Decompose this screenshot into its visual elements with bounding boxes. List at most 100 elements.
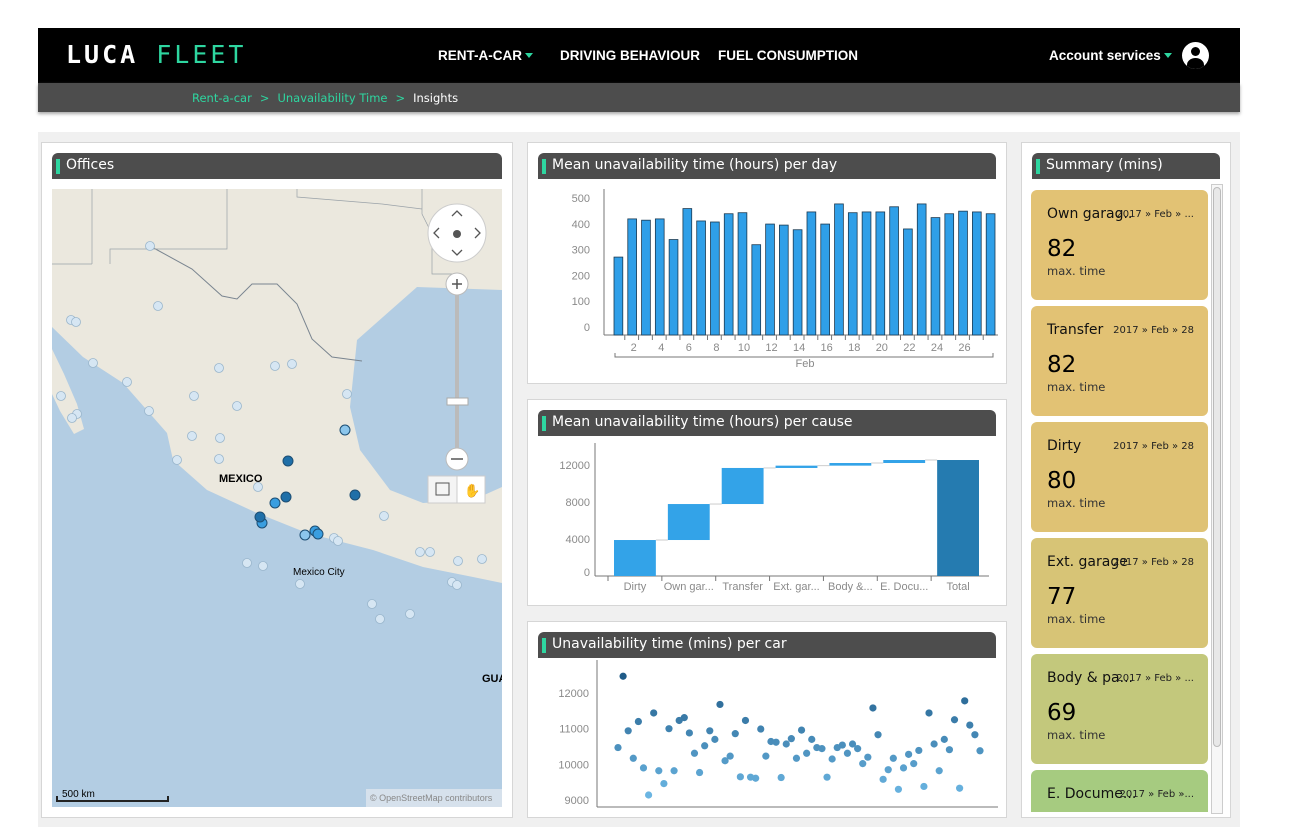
scatter-point: [777, 773, 785, 782]
bar: [889, 206, 899, 336]
office-marker: [312, 528, 324, 540]
offices-map[interactable]: MEXICO Mexico City GUA ✋ 500 km © OpenSt…: [52, 189, 502, 807]
card-metric: max. time: [1047, 264, 1106, 278]
bar: [668, 239, 679, 336]
office-marker: [215, 433, 225, 443]
card-value: 82: [1047, 352, 1077, 378]
scatter-point: [762, 752, 770, 760]
office-marker: [342, 389, 352, 399]
summary-card[interactable]: Dirty 2017 » Feb » 28 80 max. time: [1031, 422, 1208, 532]
scatter-point: [945, 746, 954, 754]
month-bracket: [614, 353, 994, 358]
map-label-mexico-city: Mexico City: [293, 567, 345, 578]
scatter-point: [843, 749, 852, 757]
panel-title: Summary (mins): [1032, 153, 1220, 179]
breadcrumb-rent-a-car[interactable]: Rent-a-car: [192, 91, 252, 105]
office-marker: [453, 556, 463, 566]
y-tick-label: 4000: [566, 534, 590, 546]
scatter-point: [634, 717, 642, 726]
bar: [847, 212, 858, 336]
card-title: Transfer: [1047, 322, 1104, 338]
scatter-point: [899, 764, 908, 772]
scatter-point: [736, 773, 744, 781]
summary-card[interactable]: Transfer 2017 » Feb » 28 82 max. time: [1031, 306, 1208, 416]
office-marker: [425, 547, 435, 557]
bar: [944, 213, 955, 336]
bar: [654, 218, 665, 336]
x-tick-label: 2: [631, 342, 637, 354]
waterfall-bar: [937, 460, 979, 576]
y-tick-label: 11000: [559, 724, 589, 736]
card-title: Own garag..: [1047, 206, 1133, 222]
office-marker: [415, 547, 425, 557]
land-area: [52, 189, 502, 583]
user-avatar-icon[interactable]: [1182, 42, 1209, 69]
office-marker: [405, 609, 415, 619]
summary-scrollbar[interactable]: [1211, 184, 1223, 814]
per-car-scatter-chart: 9000 10000 11000 12000: [558, 660, 998, 808]
scatter-point: [752, 774, 760, 782]
map-canvas[interactable]: MEXICO Mexico City GUA ✋ 500 km © OpenSt…: [52, 189, 502, 807]
map-attribution[interactable]: © OpenStreetMap contributors: [370, 793, 493, 803]
summary-card[interactable]: E. Docume... 2017 » Feb »...: [1031, 770, 1208, 812]
per-car-panel: Unavailability time (mins) per car 9000 1…: [527, 621, 1007, 818]
bar: [751, 244, 762, 336]
office-marker: [253, 482, 263, 492]
account-label: Account services: [1049, 48, 1161, 63]
office-marker: [187, 431, 197, 441]
scrollbar-thumb[interactable]: [1213, 187, 1221, 747]
state-lines: [52, 189, 462, 275]
scatter-point: [874, 731, 882, 739]
scatter-point: [823, 773, 831, 781]
summary-card[interactable]: Ext. garage 2017 » Feb » 28 77 max. time: [1031, 538, 1208, 648]
bar: [627, 218, 637, 336]
x-tick-label: 16: [821, 342, 833, 354]
nav-fuel-consumption[interactable]: FUEL CONSUMPTION: [718, 48, 859, 63]
scatter-point: [920, 782, 928, 791]
nav-rent-a-car[interactable]: RENT-A-CAR: [438, 48, 533, 63]
scatter-point: [716, 700, 724, 709]
nav-driving-behaviour[interactable]: DRIVING BEHAVIOUR: [560, 48, 701, 63]
scatter-point: [864, 753, 872, 761]
x-tick-label: 10: [738, 342, 750, 354]
card-date: 2017 » Feb » 28: [1113, 557, 1194, 568]
map-label-mexico: MEXICO: [219, 473, 263, 485]
bar: [834, 203, 844, 336]
scatter-point: [787, 735, 795, 743]
baja-peninsula: [52, 349, 84, 434]
scatter-point: [644, 791, 653, 799]
x-tick-label: Own gar...: [664, 581, 714, 593]
x-tick-label: 20: [876, 342, 888, 354]
pan-hand-tool-button[interactable]: ✋: [456, 475, 486, 504]
luca-fleet-logo[interactable]: LUCA FLEET: [66, 40, 246, 69]
account-services-menu[interactable]: Account services: [1049, 48, 1172, 63]
bar: [916, 203, 927, 336]
x-axis-label: Feb: [796, 358, 815, 370]
card-title: E. Docume...: [1047, 786, 1137, 802]
scatter-point: [650, 709, 658, 717]
zoom-in-button[interactable]: [445, 272, 469, 296]
office-marker: [172, 455, 182, 465]
scatter-point: [818, 745, 826, 753]
scatter-point: [772, 738, 780, 746]
y-tick-label: 200: [572, 270, 590, 282]
summary-card[interactable]: Body & pa... 2017 » Feb » ... 69 max. time: [1031, 654, 1208, 764]
select-tool-button[interactable]: [427, 475, 458, 504]
bar: [613, 256, 624, 336]
scatter-point: [797, 726, 806, 734]
scatter-point: [695, 768, 704, 777]
zoom-slider-handle[interactable]: [446, 397, 469, 406]
summary-card[interactable]: Own garag.. 2017 » Feb » ... 82 max. time: [1031, 190, 1208, 300]
zoom-out-button[interactable]: [445, 447, 469, 471]
x-tick-label: 26: [958, 342, 970, 354]
card-value: 77: [1047, 584, 1077, 610]
breadcrumb-unavailability-time[interactable]: Unavailability Time: [277, 91, 388, 105]
scatter-point: [660, 779, 668, 788]
scatter-point: [670, 767, 678, 775]
scatter-point: [639, 764, 648, 772]
scatter-point: [726, 752, 734, 760]
pan-control[interactable]: [427, 203, 487, 263]
scatter-point: [940, 735, 948, 743]
x-tick-label: Body &...: [828, 581, 873, 593]
